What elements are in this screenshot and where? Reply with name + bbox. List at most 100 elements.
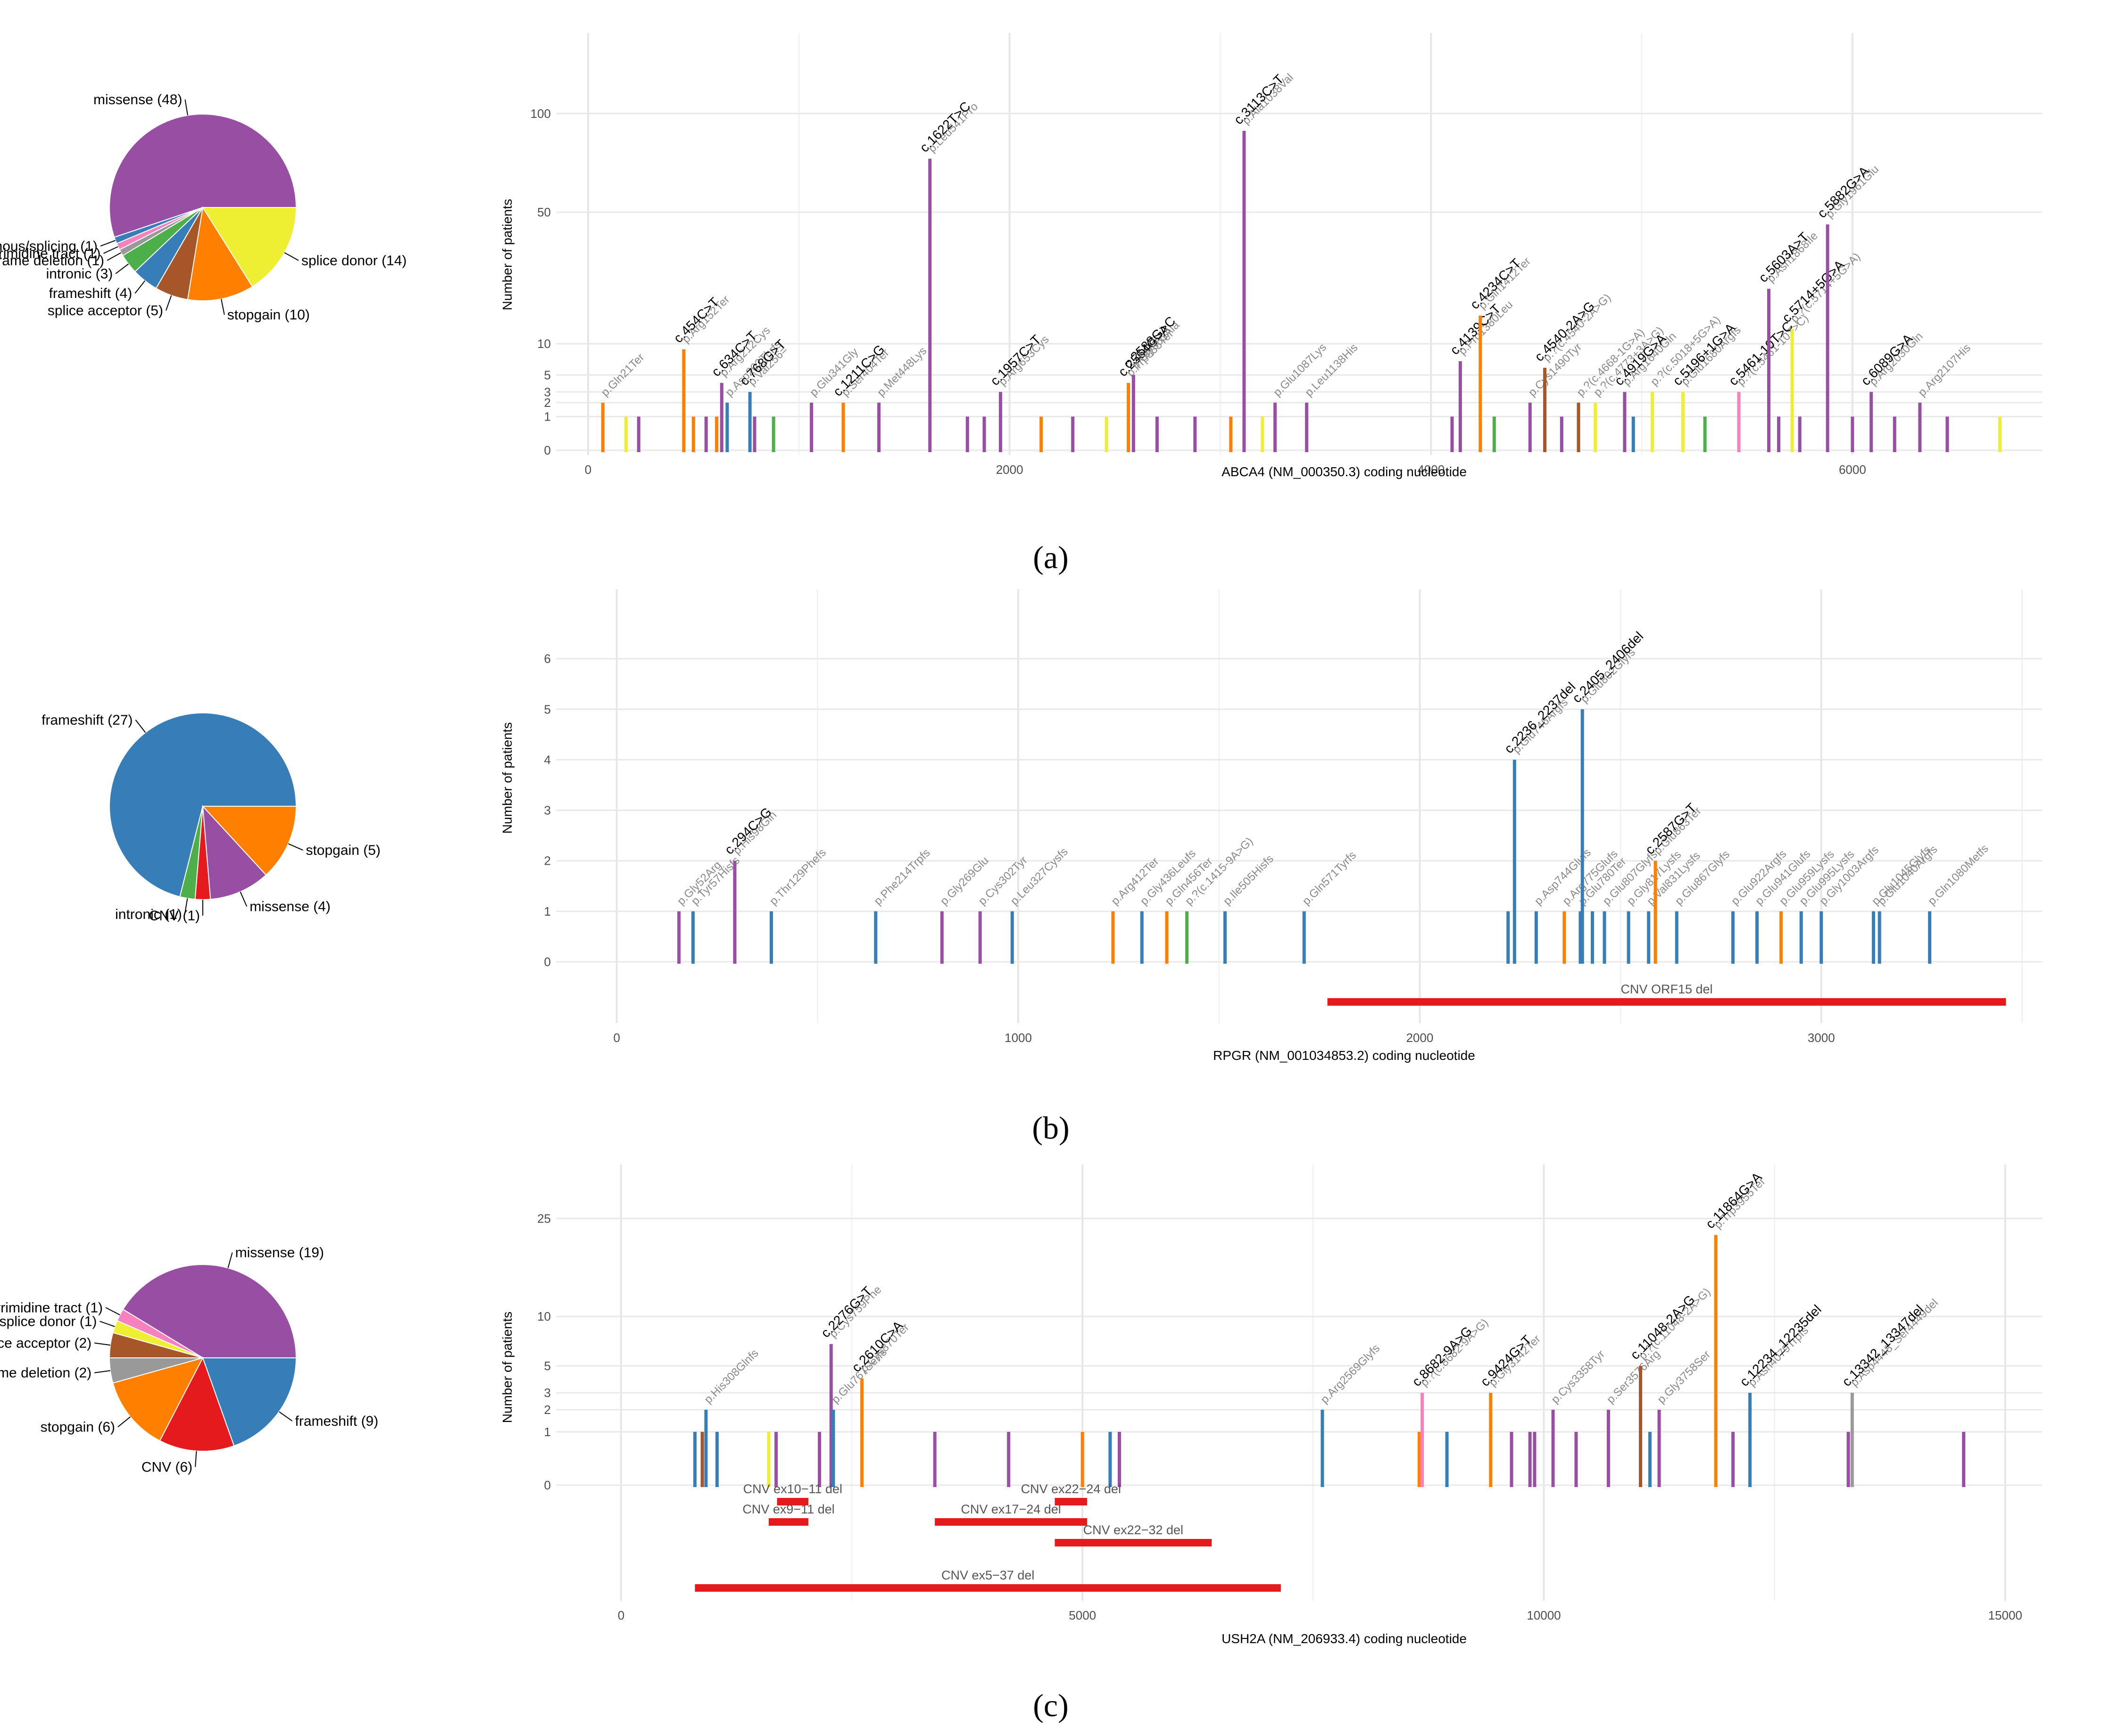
chart-panel-2: 0 5000 10000 15000 0 1 2 3 5 10 25 USH2A (NM_206933…: [0, 1165, 2042, 1723]
variant-bar: [1826, 224, 1829, 452]
pie-label: stopgain (10): [227, 307, 310, 322]
variant-bar: [1851, 416, 1854, 452]
pie-leader-line: [166, 295, 172, 311]
pie-label: splice acceptor (2): [0, 1335, 91, 1351]
y-tick-label: 50: [537, 205, 551, 219]
variant-bar: [1193, 416, 1197, 452]
y-tick-label: 6: [544, 652, 551, 666]
pie-slice: [187, 206, 253, 301]
variant-label: c.13342_13347del: [1839, 1302, 1927, 1389]
variant-label: c.9424G>T: [1478, 1332, 1534, 1389]
variant-bar: [767, 1431, 771, 1487]
variant-bar: [1590, 911, 1594, 964]
pie-leader-line: [195, 1451, 197, 1467]
variant-bar: [829, 1344, 833, 1487]
x-tick-label: 3000: [1808, 1031, 1835, 1045]
variant-bar: [1945, 416, 1949, 452]
variant-bar: [1111, 911, 1115, 964]
pie-label: missense (4): [249, 899, 331, 914]
pie-leader-line: [227, 1252, 233, 1268]
variant-bar: [982, 416, 986, 452]
variant-bar: [1229, 416, 1233, 452]
variant-bar: [1603, 911, 1606, 964]
x-tick-label: 15000: [1988, 1608, 2022, 1622]
variant-bar: [1703, 416, 1707, 452]
y-tick-label: 0: [544, 1478, 551, 1492]
variant-label: c.1957C>T: [988, 332, 1044, 388]
y-tick-label: 1: [544, 1425, 551, 1439]
y-tick-label: 1: [544, 904, 551, 918]
variant-bar: [1551, 1410, 1555, 1487]
pie-leader-line: [184, 99, 188, 116]
cnv-label: CNV ex5−37 del: [941, 1568, 1034, 1582]
pie-leader-line: [117, 1416, 131, 1428]
variant-bar: [841, 403, 845, 452]
pie-slice: [112, 1357, 204, 1442]
variant-bar: [1579, 911, 1582, 964]
protein-change-label: p.His308Glnfs: [702, 1347, 761, 1406]
variant-bar: [624, 416, 628, 452]
pie-label: intronic (3): [46, 266, 113, 281]
pie-label: splice donor (1): [0, 1314, 97, 1329]
y-tick-label: 25: [537, 1211, 551, 1225]
cnv-label: CNV ORF15 del: [1620, 982, 1712, 996]
variant-bar: [1580, 709, 1584, 964]
variant-bar: [772, 416, 775, 452]
variant-bar: [1560, 416, 1563, 452]
pie-leader-line: [94, 1370, 110, 1373]
pie-leader-line: [100, 240, 116, 247]
x-tick-label: 0: [618, 1608, 624, 1622]
y-tick-label: 2: [544, 396, 551, 410]
variant-bar: [810, 403, 814, 452]
variant-bar: [1918, 403, 1922, 452]
variant-bar: [733, 860, 737, 964]
variant-label: c.6089G>A: [1858, 331, 1916, 389]
x-tick-label: 0: [585, 463, 591, 477]
variant-bar: [1657, 1410, 1661, 1487]
variant-bar: [1846, 1431, 1850, 1487]
cnv-bar: [777, 1498, 809, 1505]
variant-bar: [1039, 416, 1043, 452]
pie-label: frameshift (4): [49, 286, 133, 301]
variant-label: c.294C>G: [722, 804, 774, 857]
variant-bar: [1479, 315, 1482, 452]
x-tick-label: 10000: [1527, 1608, 1561, 1622]
y-tick-label: 4: [544, 752, 551, 767]
y-tick-label: 0: [544, 443, 551, 457]
variant-bar: [753, 416, 756, 452]
variant-bar: [691, 416, 695, 452]
variant-bar: [1731, 911, 1735, 964]
variant-bar: [1681, 392, 1685, 452]
variant-bar: [1820, 911, 1823, 964]
variant-bar: [677, 911, 681, 964]
variant-bar: [1893, 416, 1896, 452]
pie-label: frameshift (27): [42, 712, 133, 728]
y-tick-label: 3: [544, 803, 551, 818]
variant-bar: [1731, 1431, 1735, 1487]
y-tick-label: 0: [544, 955, 551, 969]
pie-label: intronic (1): [115, 907, 182, 922]
variant-bar: [748, 392, 752, 452]
variant-label: c.2276G>T: [818, 1283, 875, 1340]
variant-bar: [1653, 860, 1657, 964]
pie-label: splice polypyrimidine tract (1): [0, 1300, 103, 1315]
cnv-bar: [1055, 1539, 1212, 1546]
variant-bar: [831, 1410, 835, 1487]
y-tick-label: 2: [544, 854, 551, 868]
variant-bar: [1574, 1431, 1578, 1487]
cnv-bar: [695, 1584, 1281, 1592]
variant-bar: [691, 911, 695, 964]
y-tick-label: 1: [544, 410, 551, 424]
variant-bar: [933, 1431, 937, 1487]
variant-bar: [1562, 911, 1566, 964]
variant-bar: [1105, 416, 1108, 452]
variant-bar: [1458, 361, 1462, 452]
pie-leader-line: [103, 246, 118, 254]
variant-bar: [1928, 911, 1932, 964]
y-tick-label: 5: [544, 1359, 551, 1373]
variant-bar: [715, 416, 719, 452]
variant-bar: [1798, 416, 1802, 452]
variant-bar: [1869, 392, 1873, 452]
variant-bar: [1007, 1431, 1011, 1487]
variant-bar: [1512, 760, 1516, 964]
